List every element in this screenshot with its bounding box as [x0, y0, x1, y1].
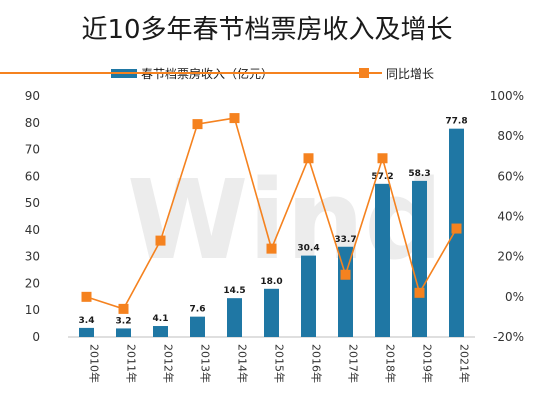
left-tick-label: 20: [25, 276, 40, 290]
left-tick-label: 70: [25, 143, 40, 157]
bar: [190, 316, 205, 337]
left-tick-label: 0: [32, 330, 40, 344]
bar-data-label: 7.6: [190, 305, 206, 315]
left-tick-label: 90: [25, 89, 40, 103]
x-tick-label: 2013年: [199, 344, 213, 383]
x-tick-label: 2012年: [162, 344, 176, 383]
bar-data-label: 77.8: [445, 117, 467, 127]
bar-data-label: 3.2: [116, 316, 132, 326]
right-tick-label: -20%: [493, 330, 524, 344]
bar: [116, 328, 131, 337]
right-tick-label: 100%: [490, 89, 524, 103]
growth-marker: [81, 291, 92, 302]
left-tick-label: 80: [25, 116, 40, 130]
x-tick-label: 2019年: [421, 344, 435, 383]
bar: [264, 288, 279, 337]
growth-marker: [377, 153, 388, 164]
bar-data-labels: 3.4 3.2 4.1 7.6 14.5 18.0 30.4 33.7 57.2 58.3 77.8: [79, 117, 468, 327]
x-tick-label: 2014年: [236, 344, 250, 383]
right-tick-label: 0%: [505, 290, 524, 304]
x-tick-label: 2021年: [458, 344, 472, 383]
bar: [301, 255, 316, 337]
bar-data-label: 57.2: [371, 172, 393, 182]
right-axis: -20% 0% 20% 40% 60% 80% 100%: [490, 89, 524, 344]
x-tick-label: 2016年: [310, 344, 324, 383]
growth-marker: [414, 287, 425, 298]
bar: [412, 180, 427, 337]
right-tick-label: 80%: [497, 129, 524, 143]
growth-marker: [451, 223, 462, 234]
bar: [153, 326, 168, 337]
legend-line-marker: [359, 68, 369, 78]
bar-series: [79, 128, 464, 337]
bar: [79, 327, 94, 337]
growth-marker: [266, 243, 277, 254]
growth-marker: [192, 119, 203, 130]
left-tick-label: 10: [25, 303, 40, 317]
x-tick-label: 2015年: [273, 344, 287, 383]
growth-marker: [155, 235, 166, 246]
bar: [338, 246, 353, 337]
bar-data-label: 58.3: [408, 169, 430, 179]
right-tick-label: 20%: [497, 250, 524, 264]
bar-data-label: 3.4: [79, 316, 95, 326]
bar-data-label: 33.7: [334, 235, 356, 245]
x-tick-label: 2017年: [347, 344, 361, 383]
growth-marker: [303, 153, 314, 164]
left-tick-label: 50: [25, 196, 40, 210]
watermark: Wind: [127, 156, 443, 284]
bar-data-label: 4.1: [153, 314, 169, 324]
legend: 春节档票房收入（亿元） 同比增长: [0, 66, 434, 81]
x-tick-label: 2018年: [384, 344, 398, 383]
bar-data-label: 14.5: [223, 286, 245, 296]
growth-marker: [118, 303, 129, 314]
left-tick-label: 40: [25, 223, 40, 237]
bar: [227, 298, 242, 337]
chart-title: 近10多年春节档票房收入及增长: [81, 15, 452, 45]
growth-marker: [229, 113, 240, 124]
bar: [375, 183, 390, 337]
right-tick-label: 40%: [497, 210, 524, 224]
right-tick-label: 60%: [497, 169, 524, 183]
x-tick-label: 2010年: [88, 344, 102, 383]
left-tick-label: 30: [25, 250, 40, 264]
bar-data-label: 30.4: [297, 244, 319, 254]
x-axis: 2010年 2011年 2012年 2013年 2014年 2015年 2016年 2017年…: [88, 344, 472, 383]
left-tick-label: 60: [25, 169, 40, 183]
growth-line-series: [81, 113, 462, 314]
bar-data-label: 18.0: [260, 277, 282, 287]
left-axis: 0 10 20 30 40 50 60 70 80 90: [25, 89, 40, 344]
legend-line-label: 同比增长: [386, 67, 434, 81]
growth-marker: [340, 269, 351, 280]
x-tick-label: 2011年: [125, 344, 139, 383]
